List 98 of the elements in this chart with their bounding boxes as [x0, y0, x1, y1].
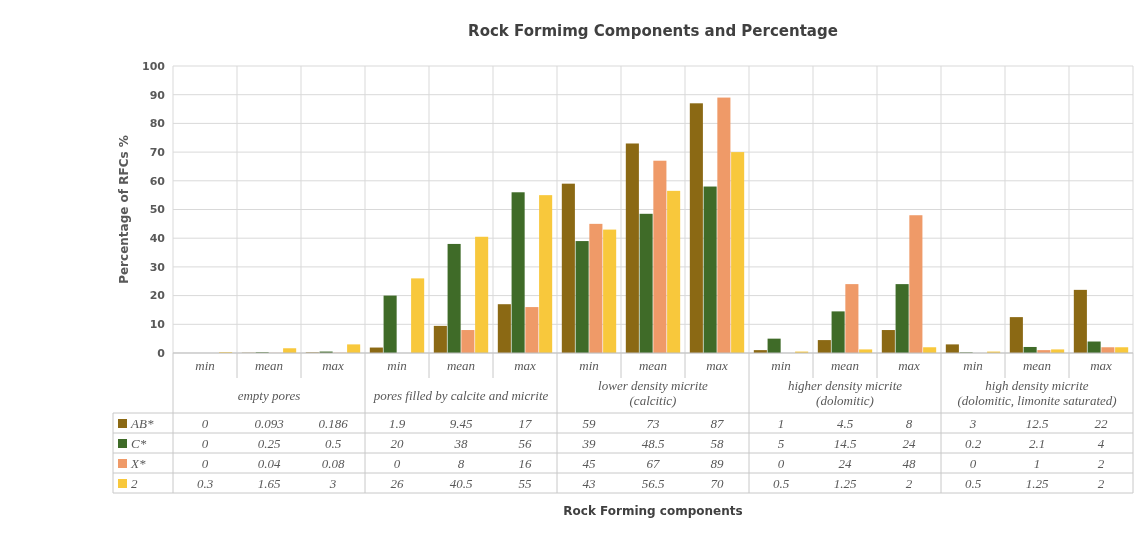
data-label: 0.093 [254, 416, 285, 431]
y-tick-label: 80 [149, 117, 166, 131]
y-tick-label: 70 [149, 145, 166, 159]
data-label: 59 [582, 416, 596, 431]
data-label: 58 [710, 436, 724, 451]
data-label: 87 [710, 416, 724, 431]
data-label: 56 [518, 436, 532, 451]
x-tick-label: min [963, 358, 983, 373]
data-label: 0.08 [321, 456, 345, 471]
data-label: 3 [328, 476, 337, 491]
data-label: 1 [777, 416, 785, 431]
data-label: 26 [390, 476, 404, 491]
x-tick-label: min [579, 358, 599, 373]
data-label: 8 [905, 416, 913, 431]
data-label: 9.45 [449, 416, 473, 431]
data-label: 0 [393, 456, 401, 471]
data-label: 48.5 [641, 436, 665, 451]
data-label: 67 [646, 456, 660, 471]
data-label: 0 [201, 456, 209, 471]
y-tick-label: 50 [149, 203, 166, 217]
x-tick-label: min [195, 358, 215, 373]
data-label: 1.9 [388, 416, 406, 431]
legend-label: X* [130, 456, 146, 471]
data-label: 0 [201, 416, 209, 431]
data-label: 12.5 [1025, 416, 1049, 431]
data-label: 40.5 [449, 476, 473, 491]
y-tick-label: 60 [149, 174, 166, 188]
legend-label: AB* [130, 416, 154, 431]
data-label: 89 [710, 456, 724, 471]
x-tick-label: max [706, 358, 729, 373]
data-label: 1.65 [257, 476, 281, 491]
y-tick-label: 20 [149, 289, 166, 303]
y-tick-label: 30 [149, 260, 166, 274]
y-tick-label: 0 [157, 346, 166, 360]
x-tick-label: mean [830, 358, 860, 373]
x-tick-label: max [898, 358, 921, 373]
data-label: 1 [1033, 456, 1041, 471]
data-label: 16 [518, 456, 532, 471]
x-tick-label: mean [254, 358, 284, 373]
data-label: 14.5 [833, 436, 857, 451]
text: high density micrite (dolomitic, limonite saturated) [957, 378, 1117, 408]
data-label: 0 [201, 436, 209, 451]
data-label: 2 [1097, 476, 1105, 491]
data-label: 1.25 [1025, 476, 1049, 491]
data-label: 4 [1097, 436, 1105, 451]
data-label: 48 [902, 456, 916, 471]
data-label: 55 [518, 476, 532, 491]
y-tick-label: 10 [149, 318, 166, 332]
data-label: 24 [902, 436, 916, 451]
x-tick-label: min [387, 358, 407, 373]
x-tick-label: mean [638, 358, 668, 373]
data-label: 22 [1094, 416, 1108, 431]
data-label: 73 [646, 416, 660, 431]
data-label: 0 [777, 456, 785, 471]
text: lower density micrite (calcitic) [598, 378, 709, 408]
data-label: 24 [838, 456, 852, 471]
data-label: 45 [582, 456, 596, 471]
text: higher density micrite (dolomitic) [787, 378, 903, 408]
data-label: 0.04 [257, 456, 281, 471]
text: pores filled by calcite and micrite [372, 388, 549, 403]
data-label: 1.25 [833, 476, 857, 491]
data-label: 43 [582, 476, 596, 491]
legend-label: 2 [131, 476, 138, 491]
x-tick-label: max [1090, 358, 1113, 373]
y-tick-label: 40 [149, 232, 166, 246]
data-label: 0.25 [257, 436, 281, 451]
data-label: 38 [453, 436, 468, 451]
data-label: 20 [390, 436, 404, 451]
data-label: 8 [457, 456, 465, 471]
chart-title: Rock Formimg Components and Percentage [468, 22, 838, 40]
data-label: 0.3 [196, 476, 214, 491]
data-label: 0.5 [324, 436, 342, 451]
data-label: 0.186 [318, 416, 349, 431]
y-axis-title: Percentage of RFCs % [117, 135, 131, 284]
data-label: 0.5 [772, 476, 790, 491]
y-tick-label: 90 [149, 88, 166, 102]
data-label: 2 [1097, 456, 1105, 471]
data-label: 0.2 [964, 436, 982, 451]
data-label: 56.5 [641, 476, 665, 491]
x-tick-label: min [771, 358, 791, 373]
x-tick-label: max [514, 358, 537, 373]
data-label: 39 [581, 436, 596, 451]
data-label: 70 [710, 476, 724, 491]
x-tick-label: mean [1022, 358, 1052, 373]
data-label: 3 [968, 416, 977, 431]
data-label: 5 [777, 436, 785, 451]
data-label: 2.1 [1028, 436, 1046, 451]
x-tick-label: mean [446, 358, 476, 373]
data-label: 17 [518, 416, 532, 431]
y-tick-label: 100 [142, 59, 166, 73]
data-label: 4.5 [836, 416, 854, 431]
legend-label: C* [131, 436, 147, 451]
x-tick-label: max [322, 358, 345, 373]
data-label: 0.5 [964, 476, 982, 491]
data-label: 2 [905, 476, 913, 491]
data-label: 0 [969, 456, 977, 471]
text: empty pores [237, 388, 301, 403]
text: Rock Forming components [563, 504, 743, 518]
